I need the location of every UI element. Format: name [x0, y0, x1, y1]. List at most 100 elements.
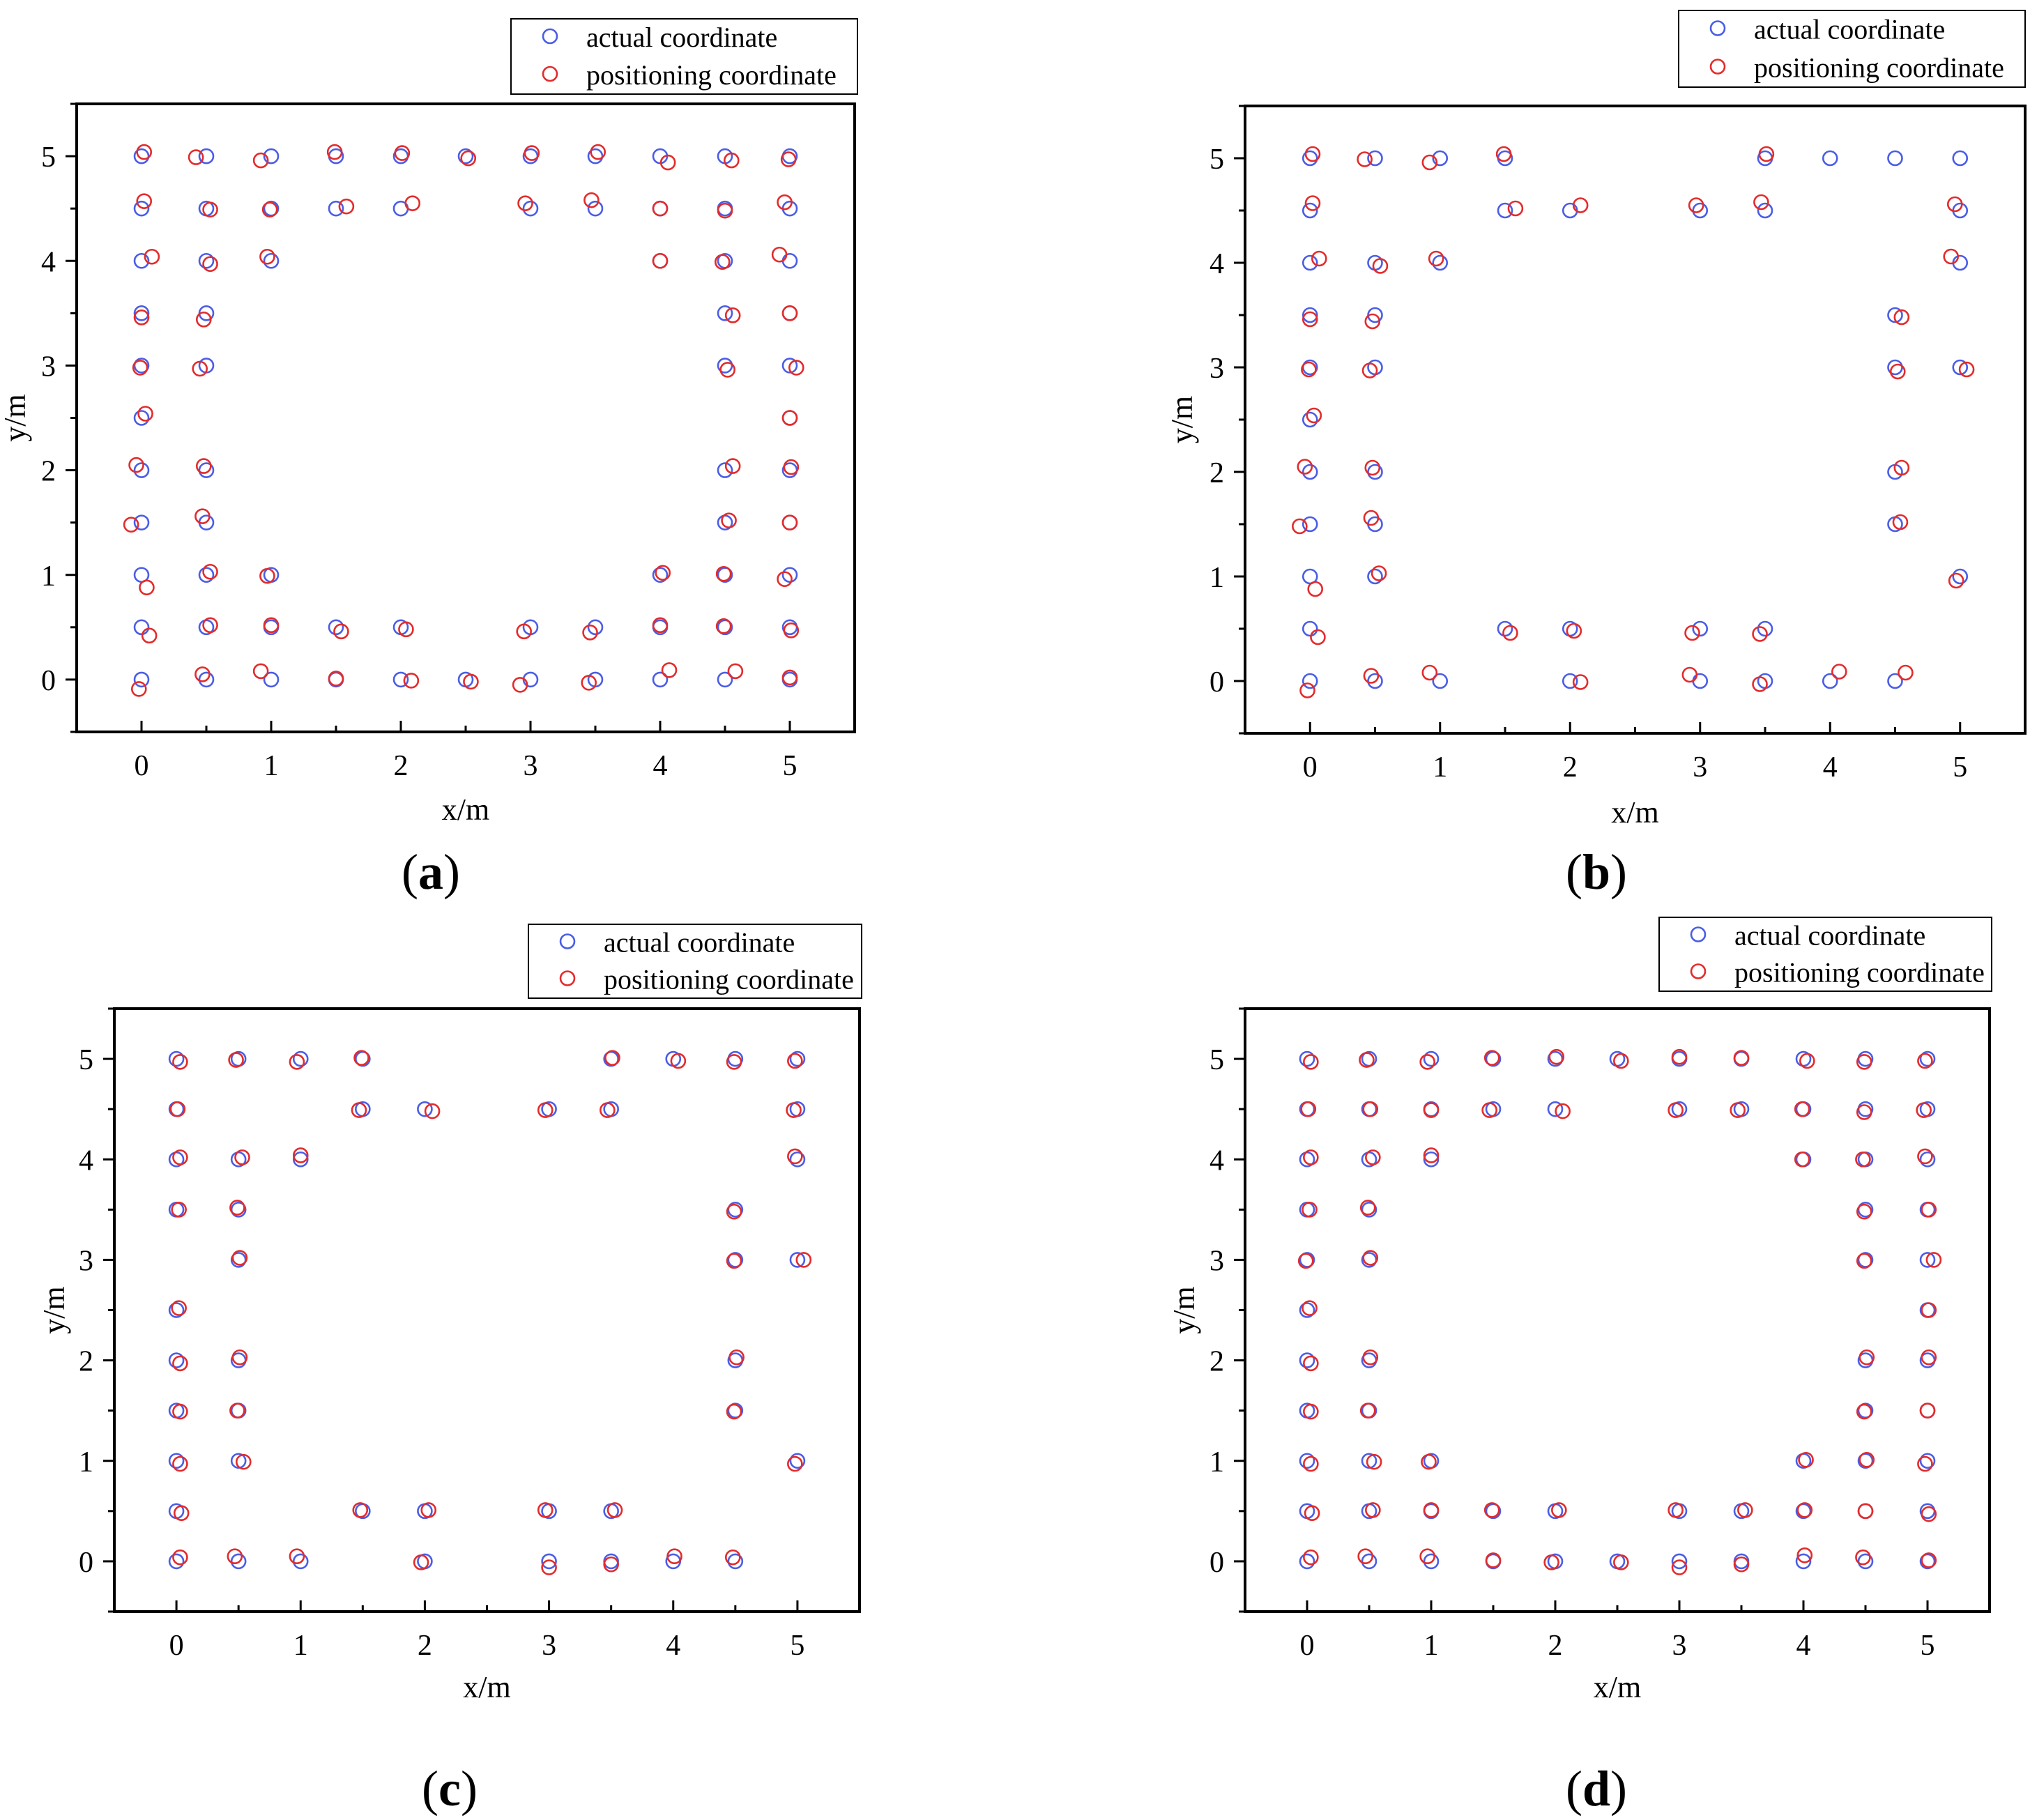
positioning-point	[398, 621, 414, 638]
positioning-point	[659, 154, 676, 171]
actual-point	[1299, 1050, 1315, 1067]
actual-point	[1299, 1302, 1315, 1318]
positioning-point	[1551, 1502, 1567, 1518]
x-tick-label: 5	[1921, 1630, 1935, 1662]
positioning-point	[259, 567, 275, 584]
positioning-point	[1943, 248, 1959, 265]
positioning-point	[1362, 1101, 1379, 1117]
legend-box	[510, 18, 858, 95]
positioning-point	[173, 1505, 190, 1522]
positioning-point	[524, 145, 540, 161]
legend: actual coordinate positioning coordinate	[1678, 10, 2026, 88]
positioning-point	[1359, 1052, 1375, 1068]
actual-point	[263, 200, 280, 217]
actual-point	[133, 619, 150, 636]
positioning-point	[133, 309, 150, 326]
actual-point	[1919, 1151, 1936, 1168]
plot-frame	[75, 102, 856, 733]
actual-point	[587, 148, 604, 165]
positioning-point	[1613, 1053, 1629, 1069]
positioning-point	[1921, 1302, 1937, 1318]
actual-point	[168, 1302, 185, 1318]
positioning-point	[1684, 625, 1700, 641]
y-tick-label: 5	[79, 1044, 93, 1076]
positioning-point	[1483, 1050, 1500, 1066]
actual-point	[1795, 1553, 1812, 1570]
positioning-point	[1304, 146, 1321, 162]
actual-point	[457, 148, 474, 165]
positioning-point	[1917, 1455, 1933, 1472]
actual-point	[1887, 150, 1903, 167]
actual-point	[1822, 673, 1838, 689]
positioning-point	[1919, 1402, 1936, 1418]
positioning-point	[652, 617, 669, 634]
positioning-point	[1302, 1202, 1318, 1218]
actual-point	[717, 305, 733, 321]
positioning-point	[171, 1300, 187, 1316]
y-tick-label: 5	[41, 142, 56, 174]
y-tick-label: 1	[79, 1446, 93, 1478]
positioning-point	[787, 1148, 803, 1165]
positioning-point	[144, 248, 160, 265]
legend-positioning-label: positioning coordinate	[1734, 957, 1985, 988]
positioning-point	[724, 307, 741, 323]
positioning-point	[517, 195, 533, 211]
positioning-point	[1893, 309, 1910, 326]
positioning-point	[1372, 258, 1389, 274]
positioning-point	[351, 1102, 367, 1118]
positioning-point	[1311, 250, 1327, 267]
positioning-point	[777, 194, 793, 211]
positioning-point	[781, 669, 798, 686]
positioning-point	[252, 152, 269, 169]
positioning-point	[783, 459, 800, 475]
positioning-point	[194, 508, 211, 524]
positioning-point	[195, 312, 212, 328]
positioning-point	[132, 360, 148, 376]
positioning-point	[1292, 518, 1308, 535]
positioning-point	[188, 149, 204, 165]
positioning-point	[1303, 1403, 1319, 1420]
actual-point	[1952, 359, 1969, 376]
actual-point	[1671, 1553, 1688, 1570]
y-tick-label: 4	[1209, 1145, 1224, 1177]
positioning-point	[1572, 674, 1589, 690]
y-axis-label: y/m	[0, 394, 32, 441]
actual-point	[392, 671, 409, 688]
positioning-point	[1304, 195, 1321, 211]
positioning-point	[1856, 1054, 1872, 1070]
actual-point	[1733, 1553, 1750, 1570]
actual-point	[198, 671, 215, 688]
legend: actual coordinate positioning coordinate	[1658, 917, 1992, 992]
positioning-point	[1925, 1252, 1942, 1268]
positioning-point	[783, 622, 800, 638]
positioning-point	[1799, 1053, 1815, 1069]
x-tick-label: 2	[1548, 1630, 1563, 1662]
actual-point	[263, 252, 280, 269]
positioning-point	[1856, 1403, 1872, 1420]
actual-point	[1302, 516, 1318, 533]
positioning-point	[1363, 668, 1380, 684]
legend-positioning-label: positioning coordinate	[1754, 52, 2004, 84]
positioning-point	[1495, 146, 1512, 162]
x-tick-label: 0	[1300, 1630, 1315, 1662]
actual-point	[789, 1151, 806, 1168]
x-axis-label: x/m	[463, 1670, 510, 1704]
positioning-point	[537, 1502, 554, 1518]
panel-label: (a)	[402, 844, 460, 900]
positioning-point	[1688, 197, 1704, 213]
positioning-point	[172, 1149, 188, 1165]
positioning-point	[537, 1102, 554, 1118]
positioning-point	[728, 1349, 745, 1366]
positioning-point	[1302, 1300, 1318, 1316]
positioning-point	[1948, 572, 1964, 589]
axis-ticks	[1234, 1007, 1991, 1613]
positioning-point	[1306, 407, 1322, 424]
actual-point	[1302, 254, 1318, 271]
y-tick-label: 3	[41, 351, 56, 383]
positioning-point	[795, 1252, 812, 1268]
positioning-point	[1303, 1355, 1319, 1372]
actual-point	[1302, 202, 1318, 219]
actual-point	[522, 200, 539, 217]
positioning-point	[781, 410, 798, 426]
positioning-point	[463, 673, 479, 690]
